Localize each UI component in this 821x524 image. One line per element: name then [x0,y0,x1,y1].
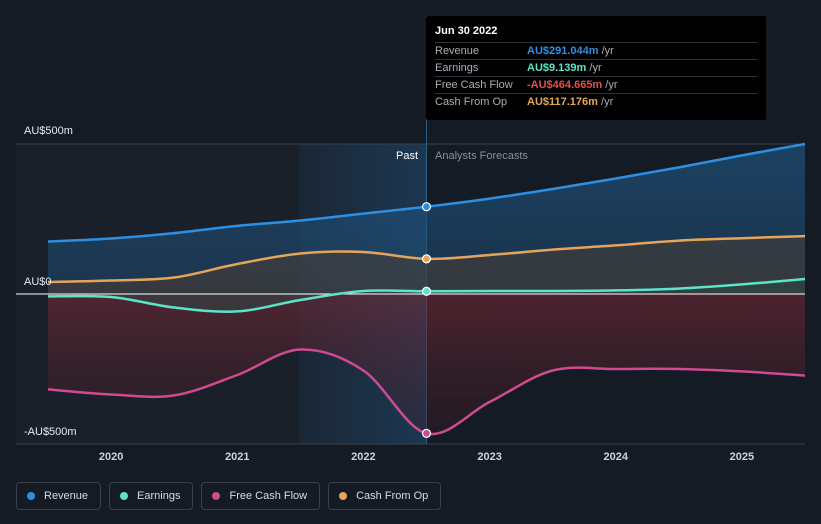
tooltip-unit: /yr [589,62,602,74]
y-label-zero: AU$0 [24,276,52,288]
tooltip-unit: /yr [601,45,614,57]
y-label-bottom: -AU$500m [24,426,77,438]
legend-label: Free Cash Flow [229,490,308,502]
legend-label: Cash From Op [356,490,429,502]
tooltip-name: Cash From Op [435,96,508,108]
tooltip: Jun 30 2022 Revenue AU$291.044m /yr Earn… [426,16,766,120]
legend: Revenue Earnings Free Cash Flow Cash Fro… [16,482,442,510]
forecast-label: Analysts Forecasts [435,150,528,162]
tooltip-value: AU$291.044m /yr [527,45,614,57]
tooltip-value: AU$9.139m /yr [527,62,602,74]
revenue-point [421,202,432,212]
past-label: Past [396,150,419,162]
x-tick-label: 2020 [98,451,124,463]
tooltip-value-text: AU$117.176m [527,96,598,108]
x-tick-label: 2022 [351,451,376,463]
tooltip-unit: /yr [601,96,614,108]
tooltip-name: Earnings [435,62,479,74]
tooltip-value-text: -AU$464.665m [527,79,603,91]
x-tick-label: 2023 [477,451,502,463]
tooltip-row-free-cash-flow: Free Cash Flow -AU$464.665m /yr [435,76,757,94]
tooltip-name: Free Cash Flow [435,79,513,91]
legend-item-free-cash-flow[interactable]: Free Cash Flow [201,482,321,510]
free-cash-flow-area [48,294,805,435]
x-tick-label: 2021 [225,451,250,463]
tooltip-value: AU$117.176m /yr [527,96,613,108]
earnings-area [48,279,805,312]
legend-dot-icon [339,492,348,500]
tooltip-row-revenue: Revenue AU$291.044m /yr [435,42,757,60]
legend-label: Earnings [137,490,181,502]
legend-item-earnings[interactable]: Earnings [109,482,194,510]
tooltip-row-cash-from-op: Cash From Op AU$117.176m /yr [435,93,757,111]
legend-item-revenue[interactable]: Revenue [16,482,102,510]
tooltip-value: -AU$464.665m /yr [527,79,618,91]
free-cash-flow-point [421,428,432,438]
tooltip-value-text: AU$291.044m [527,45,599,57]
tooltip-date: Jun 30 2022 [435,25,498,37]
tooltip-value-text: AU$9.139m [527,62,587,74]
tooltip-row-earnings: Earnings AU$9.139m /yr [435,59,757,77]
earnings-point [421,286,432,296]
cash-from-op-area [48,236,805,294]
legend-dot-icon [120,492,129,500]
tooltip-unit: /yr [605,79,618,91]
legend-dot-icon [27,492,35,500]
x-tick-label: 2024 [603,451,628,463]
tooltip-name: Revenue [435,45,480,57]
x-tick-label: 2025 [729,451,755,463]
legend-item-cash-from-op[interactable]: Cash From Op [328,482,442,510]
legend-dot-icon [212,492,221,500]
y-label-top: AU$500m [24,125,73,137]
legend-label: Revenue [44,490,89,502]
cash-from-op-point [421,254,432,264]
